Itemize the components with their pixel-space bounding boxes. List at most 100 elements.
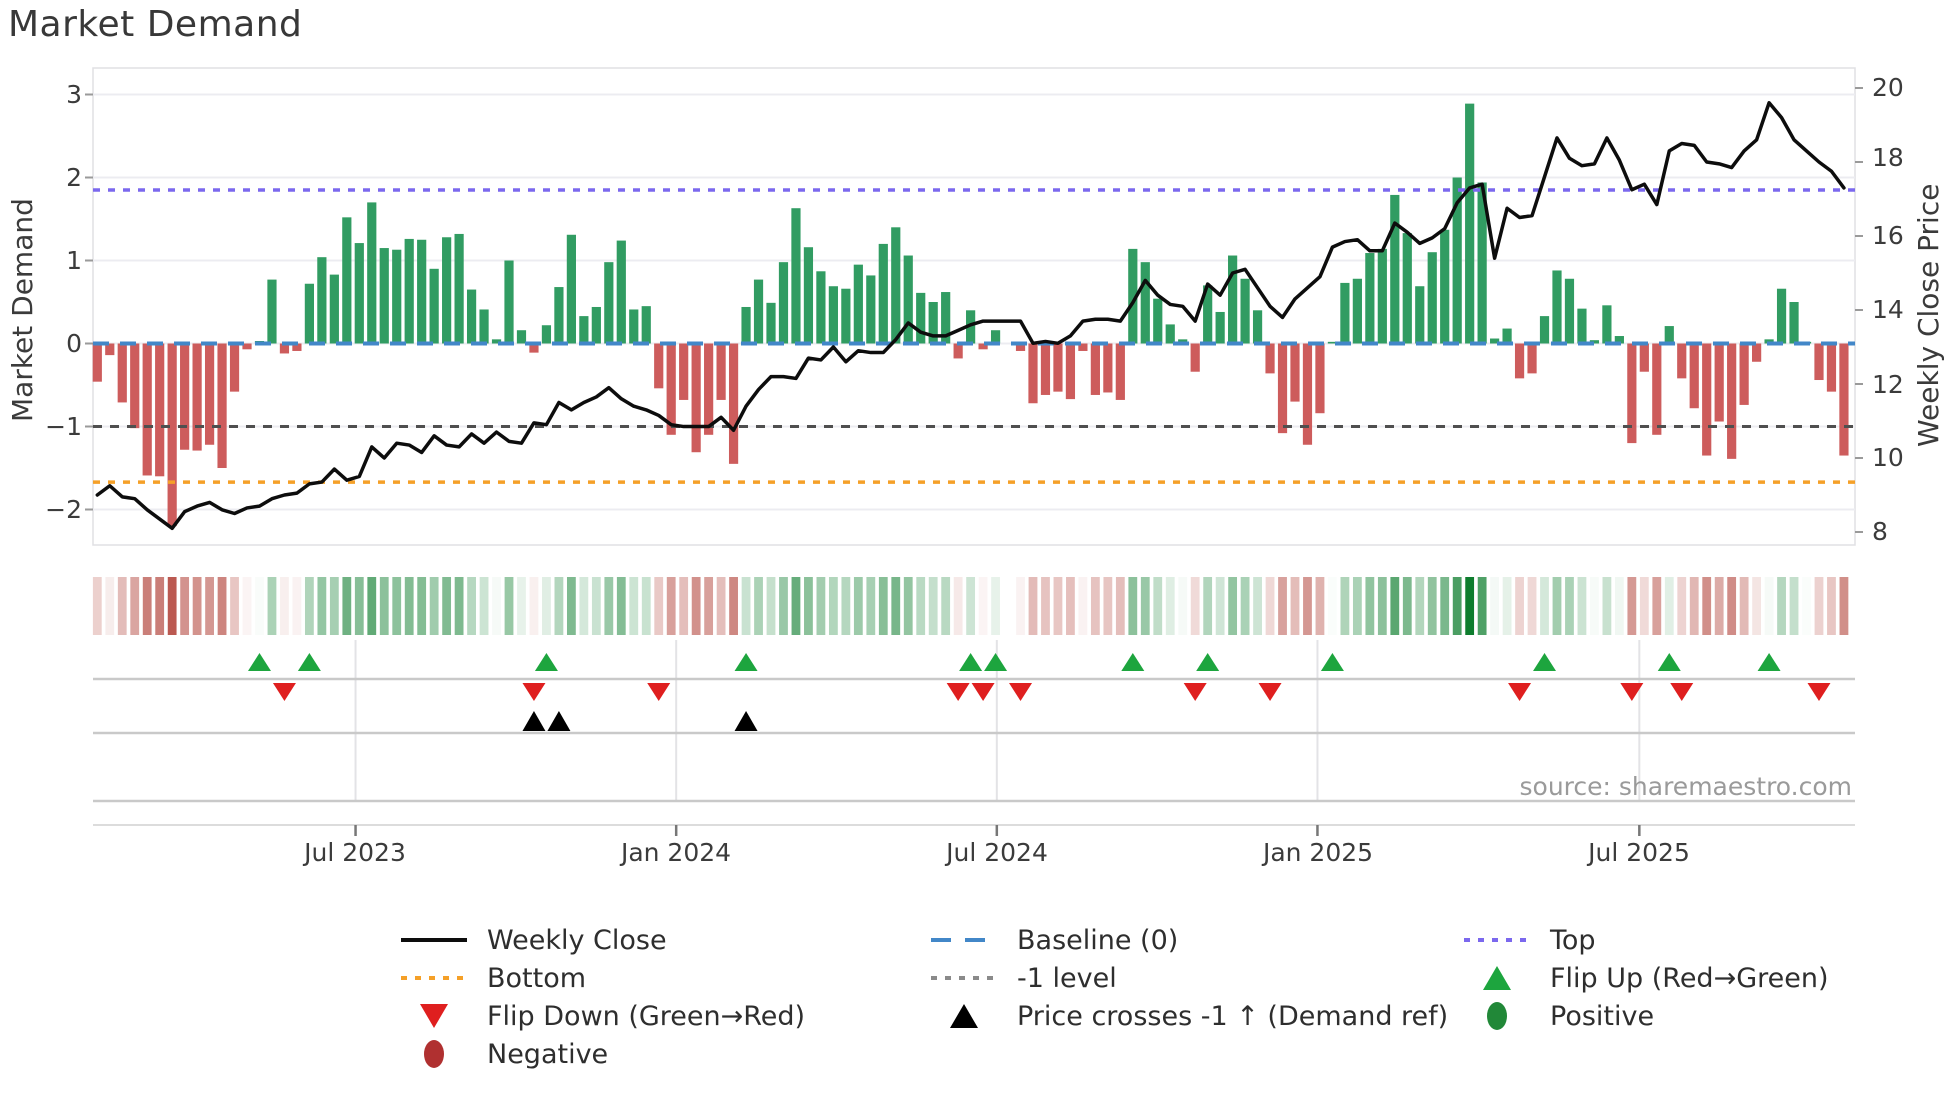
flip-down-marker xyxy=(1508,683,1532,701)
demand-bar-positive xyxy=(1128,248,1138,344)
demand-bar-negative xyxy=(953,343,963,359)
legend-label: Negative xyxy=(487,1038,609,1070)
heatmap-cell xyxy=(1028,577,1038,635)
demand-bar-positive xyxy=(1153,298,1163,344)
heatmap-cell xyxy=(92,577,102,635)
heatmap-cell xyxy=(991,577,1000,635)
legend-label: Bottom xyxy=(487,962,587,994)
demand-bar-positive xyxy=(516,330,527,344)
legend-item-flip-down: Flip Down (Green→Red) xyxy=(395,997,805,1035)
heatmap-cell xyxy=(105,577,115,635)
demand-bar-negative xyxy=(155,343,165,477)
demand-bar-negative xyxy=(1040,343,1051,395)
demand-bar-positive xyxy=(1203,285,1213,344)
legend-label: Price crosses -1 ↑ (Demand ref) xyxy=(1017,1000,1449,1032)
heatmap-cell xyxy=(1016,577,1025,635)
heatmap-cell xyxy=(1590,577,1599,635)
demand-bar-positive xyxy=(1390,194,1400,344)
demand-bar-negative xyxy=(1053,343,1063,392)
legend-item-positive: Positive xyxy=(1458,997,1654,1035)
demand-bar-negative xyxy=(204,343,215,445)
demand-bar-negative xyxy=(1103,343,1113,393)
flip-down-marker xyxy=(1670,683,1694,701)
heatmap-cell xyxy=(255,577,264,635)
demand-bar-positive xyxy=(1564,278,1575,344)
heatmap-cell xyxy=(1365,577,1375,635)
demand-bar-negative xyxy=(105,343,115,356)
heatmap-cell xyxy=(504,577,514,635)
demand-bar-positive xyxy=(1602,305,1612,344)
left-tick-3: 3 xyxy=(66,80,82,109)
heatmap-cell xyxy=(517,577,526,635)
demand-bar-positive xyxy=(1664,326,1674,344)
heatmap-cell xyxy=(1253,577,1262,635)
left-tick-m1: −1 xyxy=(45,412,82,441)
heatmap-cell xyxy=(941,577,951,635)
heatmap-cell xyxy=(1178,577,1188,635)
flip-up-marker xyxy=(1320,653,1344,671)
heatmap-cell xyxy=(966,577,976,635)
heatmap-cell xyxy=(554,577,564,635)
flip-down-marker xyxy=(1620,683,1644,701)
flip-down-marker xyxy=(1009,683,1033,701)
heatmap-cell xyxy=(1078,577,1088,635)
heatmap-cell xyxy=(1552,577,1562,635)
heatmap-cell xyxy=(891,577,901,635)
heatmap-cell xyxy=(1602,577,1612,635)
heatmap-cell xyxy=(766,577,776,635)
heatmap-cell xyxy=(1777,577,1786,635)
demand-bar-positive xyxy=(1365,253,1375,344)
demand-bar-positive xyxy=(466,289,477,344)
demand-bar-positive xyxy=(828,286,838,344)
flip-up-marker xyxy=(984,653,1008,671)
heatmap-cell xyxy=(442,577,452,635)
demand-bar-positive xyxy=(1178,339,1188,344)
demand-bar-negative xyxy=(117,343,127,403)
demand-bar-positive xyxy=(990,330,1001,344)
heatmap-cell xyxy=(791,577,801,635)
heatmap-cell xyxy=(1240,577,1250,635)
demand-bar-negative xyxy=(728,343,739,464)
demand-bar-positive xyxy=(1589,340,1600,344)
heatmap-cell xyxy=(741,577,751,635)
demand-bar-negative xyxy=(1065,343,1076,400)
heatmap-cell xyxy=(1103,577,1113,635)
legend-item-bottom: Bottom xyxy=(395,959,586,997)
xtick-jul-2024: Jul 2024 xyxy=(946,838,1048,867)
demand-bar-positive xyxy=(392,249,402,344)
heatmap-cell xyxy=(841,577,851,635)
heatmap-cell xyxy=(1328,577,1337,635)
demand-bar-negative xyxy=(1302,343,1313,445)
demand-bar-positive xyxy=(878,243,888,344)
demand-bar-positive xyxy=(616,240,626,344)
heatmap-cell xyxy=(1090,577,1100,635)
demand-bar-negative xyxy=(279,343,290,354)
heatmap-cell xyxy=(754,577,763,635)
demand-bar-positive xyxy=(1327,341,1338,344)
demand-bar-positive xyxy=(966,310,976,344)
price-cross-marker xyxy=(522,711,546,731)
demand-bar-positive xyxy=(816,271,826,344)
demand-bar-positive xyxy=(1340,282,1350,344)
demand-bar-negative xyxy=(1277,343,1288,434)
heatmap-cell xyxy=(1352,577,1362,635)
heatmap-cell xyxy=(1440,577,1450,635)
demand-bar-negative xyxy=(1290,343,1300,402)
legend-item-baseline: Baseline (0) xyxy=(925,921,1178,959)
heatmap-cell xyxy=(629,577,639,635)
demand-bar-positive xyxy=(891,227,901,344)
demand-bar-positive xyxy=(604,262,614,344)
heatmap-cell xyxy=(429,577,439,635)
heatmap-cell xyxy=(779,577,788,635)
heatmap-cell xyxy=(142,577,152,635)
heatmap-cell xyxy=(317,577,327,635)
legend-label: Top xyxy=(1550,924,1596,956)
demand-bar-positive xyxy=(1776,288,1787,344)
demand-bar-negative xyxy=(1839,343,1849,456)
heatmap-cell xyxy=(928,577,938,635)
heatmap-cell xyxy=(1402,577,1412,635)
heatmap-cell xyxy=(1652,577,1662,635)
weekly-close-line xyxy=(95,101,1846,531)
heatmap-cell xyxy=(1614,577,1624,635)
